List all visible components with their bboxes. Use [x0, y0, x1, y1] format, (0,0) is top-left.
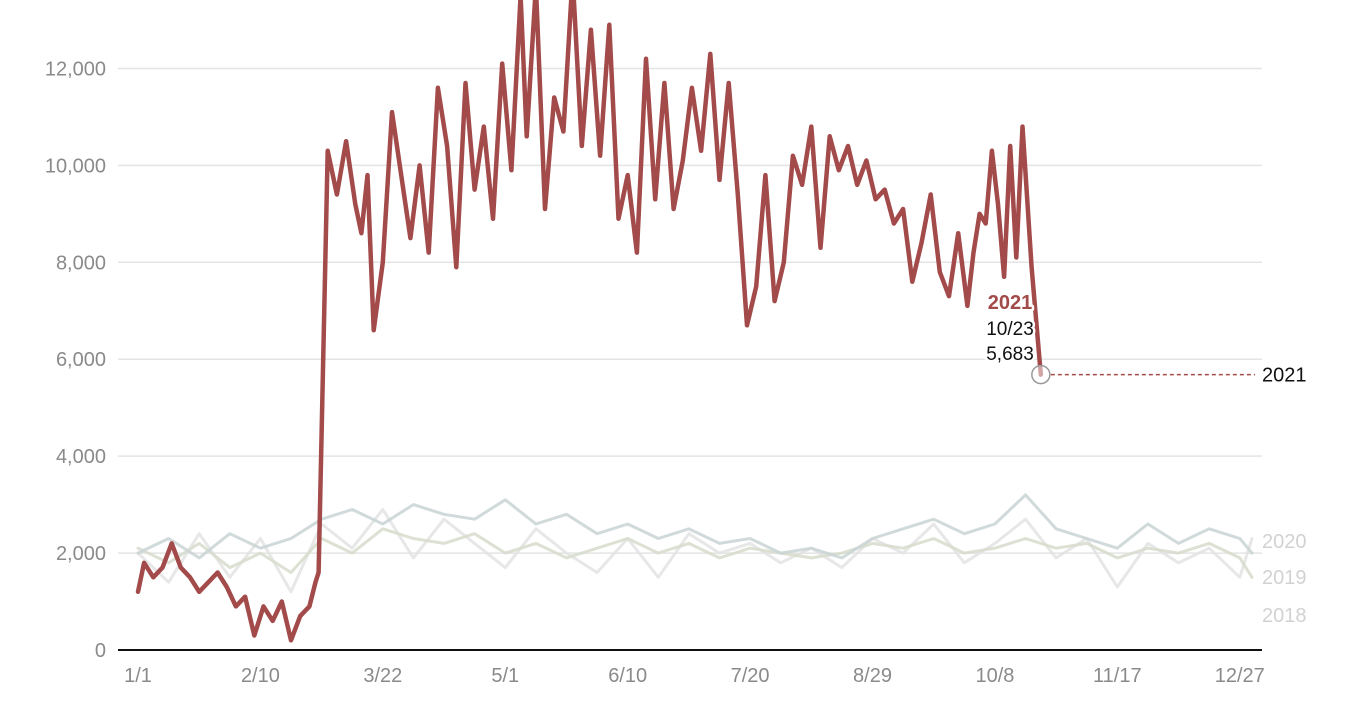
callout-date: 10/23 [986, 319, 1034, 340]
x-tick-label: 8/29 [853, 665, 892, 687]
series-line-2019 [136, 527, 1254, 579]
gridlines [118, 67, 1262, 651]
series-line-2021 [135, 0, 1044, 643]
x-tick-label: 7/20 [731, 665, 770, 687]
y-tick-label: 12,000 [45, 58, 106, 80]
highlight-marker [1031, 364, 1051, 385]
background-series [136, 493, 1254, 594]
x-tick-label: 5/1 [491, 665, 519, 687]
x-tick-label: 6/10 [608, 665, 647, 687]
x-tick-label: 3/22 [363, 665, 402, 687]
series-labels: 2018 2019 2020 2021 [1031, 364, 1307, 627]
callout-year: 2021 [988, 292, 1033, 314]
callout-value: 5,683 [986, 344, 1034, 365]
main-series [135, 0, 1044, 643]
y-axis-ticks: 0 2,000 4,000 6,000 8,000 10,000 12,000 [45, 58, 106, 662]
y-tick-label: 8,000 [56, 252, 106, 274]
x-tick-label: 12/27 [1215, 665, 1265, 687]
series-label-2018: 2018 [1262, 605, 1307, 627]
series-line-2020 [136, 493, 1254, 560]
y-tick-label: 6,000 [56, 349, 106, 371]
y-tick-label: 2,000 [56, 543, 106, 565]
value-callout: 2021 10/23 5,683 [984, 290, 1037, 368]
x-tick-label: 10/8 [975, 665, 1014, 687]
x-tick-label: 1/1 [124, 665, 152, 687]
series-label-2019: 2019 [1262, 567, 1307, 589]
x-tick-label: 11/17 [1093, 665, 1142, 687]
series-label-2021: 2021 [1262, 365, 1307, 387]
x-tick-label: 2/10 [241, 665, 280, 687]
y-tick-label: 4,000 [56, 446, 106, 468]
y-tick-label: 0 [95, 640, 106, 662]
y-tick-label: 10,000 [45, 155, 106, 177]
series-label-2020: 2020 [1262, 531, 1307, 553]
x-axis-ticks: 1/1 2/10 3/22 5/1 6/10 7/20 8/29 10/8 11/17 12/27 [124, 665, 1265, 687]
series-line-2018 [136, 508, 1254, 594]
